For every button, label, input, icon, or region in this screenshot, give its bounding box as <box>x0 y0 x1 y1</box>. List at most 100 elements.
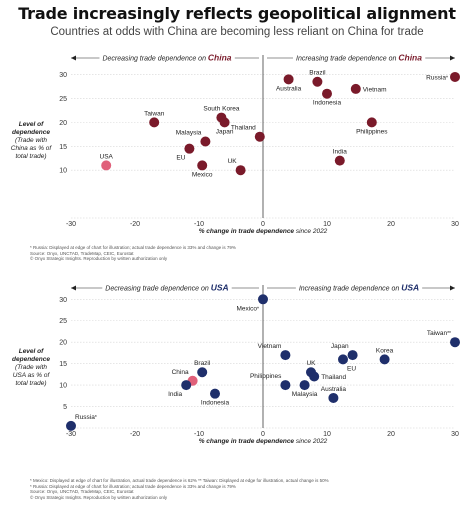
china-point-note-mark: * <box>446 75 448 81</box>
china-y-axis-label-line: (Trade with <box>15 137 47 144</box>
china-point-label: UK <box>228 158 238 165</box>
china-x-tick-label: -10 <box>194 221 204 228</box>
china-point-label: Thailand <box>231 125 256 132</box>
usa-point <box>379 354 390 365</box>
china-point <box>235 165 246 176</box>
usa-y-tick-label: 25 <box>59 318 67 325</box>
china-increasing-arrowhead <box>450 55 455 61</box>
china-y-axis-label-line: dependence <box>12 129 50 136</box>
china-point-label: USA <box>100 153 114 160</box>
china-x-axis-label-main: % change in trade dependence <box>199 228 295 235</box>
usa-y-tick-label: 20 <box>59 340 67 347</box>
china-decreasing-label-bg <box>99 52 235 62</box>
usa-y-axis-label-line: dependence <box>12 356 50 363</box>
china-y-tick-label: 25 <box>59 96 67 103</box>
china-point <box>334 155 345 166</box>
usa-point-label: Japan <box>331 343 349 350</box>
usa-point-label: Australia <box>321 386 347 393</box>
usa-increasing-label-partner: USA <box>401 283 419 293</box>
china-point-label: South Korea <box>203 106 240 113</box>
usa-point <box>450 337 460 348</box>
usa-point <box>181 380 192 391</box>
china-y-axis-label-line: China as % of <box>11 145 53 152</box>
china-point <box>219 117 230 128</box>
usa-footnote: * Russia: Displayed at edge of chart for… <box>30 483 236 489</box>
usa-point-label: UK <box>306 360 316 367</box>
usa-y-tick-label: 10 <box>59 383 67 390</box>
usa-increasing-label: Increasing trade dependence on USA <box>299 283 419 293</box>
usa-footnote: * Mexico: Displayed at edge of chart for… <box>30 478 329 483</box>
usa-y-tick-label: 15 <box>59 361 67 368</box>
china-scatter-plot: 10 15 20 25 30 -30 -20 -10 0 10 20 30 Decreasing tra… <box>11 52 460 235</box>
china-point-label: Vietnam <box>363 86 387 93</box>
usa-y-axis-label: Level of dependence (Trade with USA as % of… <box>12 348 50 387</box>
usa-y-axis-label-line: Level of <box>19 348 44 355</box>
china-y-tick-label: 20 <box>59 120 67 127</box>
china-point <box>254 131 265 142</box>
usa-point <box>347 350 358 361</box>
usa-y-axis-label-line: (Trade with <box>15 364 47 371</box>
china-decreasing-label: Decreasing trade dependence on China <box>102 53 231 63</box>
usa-point <box>328 392 339 403</box>
usa-increasing-arrowhead <box>450 285 455 291</box>
chart-title: Trade increasingly reflects geopolitical… <box>18 4 456 23</box>
usa-point-note-mark: * <box>95 415 97 421</box>
china-y-tick-label: 15 <box>59 144 67 151</box>
usa-x-tick-label: 0 <box>261 431 265 438</box>
usa-point <box>258 294 268 305</box>
usa-decreasing-label-text: Decreasing trade dependence on <box>105 286 210 293</box>
usa-increasing-label-bg <box>295 282 423 292</box>
china-x-tick-label: 10 <box>323 221 331 228</box>
china-increasing-label-bg <box>293 52 426 62</box>
usa-footnote: Source: Onyx, UNCTAD, TradeMap, CEIC, Eu… <box>30 489 134 495</box>
usa-point-label: Mexico* <box>236 305 259 312</box>
china-point <box>350 83 361 94</box>
china-point <box>184 143 195 154</box>
china-point-label: India <box>333 149 347 156</box>
usa-point-label: India <box>168 391 182 398</box>
china-decreasing-arrowhead <box>71 55 76 61</box>
usa-x-axis-label-main: % change in trade dependence <box>199 438 295 445</box>
china-point <box>366 117 377 128</box>
china-point <box>101 160 112 171</box>
usa-point-note-mark: ** <box>447 331 451 337</box>
usa-x-tick-label: 10 <box>323 431 331 438</box>
usa-y-axis-label-line: USA as % of <box>13 372 51 379</box>
china-increasing-label-partner: China <box>398 53 422 63</box>
china-point <box>149 117 160 128</box>
usa-x-tick-label: 20 <box>387 431 395 438</box>
china-y-axis-label-line: Level of <box>19 121 44 128</box>
china-x-tick-label: 0 <box>261 221 265 228</box>
usa-point <box>66 420 76 431</box>
usa-point <box>309 371 320 382</box>
usa-point-label: EU <box>347 365 356 372</box>
china-x-tick-label: -30 <box>66 221 76 228</box>
china-point <box>312 76 323 87</box>
china-point-label: EU <box>176 155 185 162</box>
china-point-label: Indonesia <box>313 100 342 107</box>
china-y-tick-label: 30 <box>59 72 67 79</box>
china-point-label: Brazil <box>309 70 326 77</box>
usa-point-label: Philippines <box>250 373 282 380</box>
usa-footnotes: * Mexico: Displayed at edge of chart for… <box>30 478 329 500</box>
china-y-axis-label-line: total trade) <box>15 153 46 160</box>
usa-point <box>197 367 208 378</box>
china-point-label: Japan <box>216 128 234 135</box>
usa-dependence-chart: 5 10 15 20 25 30 -30 -20 -10 0 10 20 30 Decreasing tr… <box>0 275 474 497</box>
usa-point-label: Vietnam <box>258 343 282 350</box>
china-decreasing-label-text: Decreasing trade dependence on <box>102 56 207 63</box>
usa-decreasing-arrowhead <box>71 285 76 291</box>
usa-point-label: Brazil <box>194 360 211 367</box>
china-point <box>450 71 460 82</box>
china-point <box>283 74 294 85</box>
china-point <box>200 136 211 147</box>
china-point-label: Mexico <box>192 171 213 178</box>
china-point-label: Taiwan <box>144 110 165 117</box>
usa-point-label: Taiwan** <box>427 330 451 337</box>
china-point-label: Philippines <box>356 128 388 135</box>
china-point-label: Russia* <box>426 74 448 81</box>
usa-y-axis-label-line: total trade) <box>15 380 46 387</box>
usa-decreasing-label-bg <box>102 282 232 292</box>
usa-x-axis-label: % change in trade dependence since 2022 <box>199 438 328 445</box>
usa-x-tick-label: -30 <box>66 431 76 438</box>
